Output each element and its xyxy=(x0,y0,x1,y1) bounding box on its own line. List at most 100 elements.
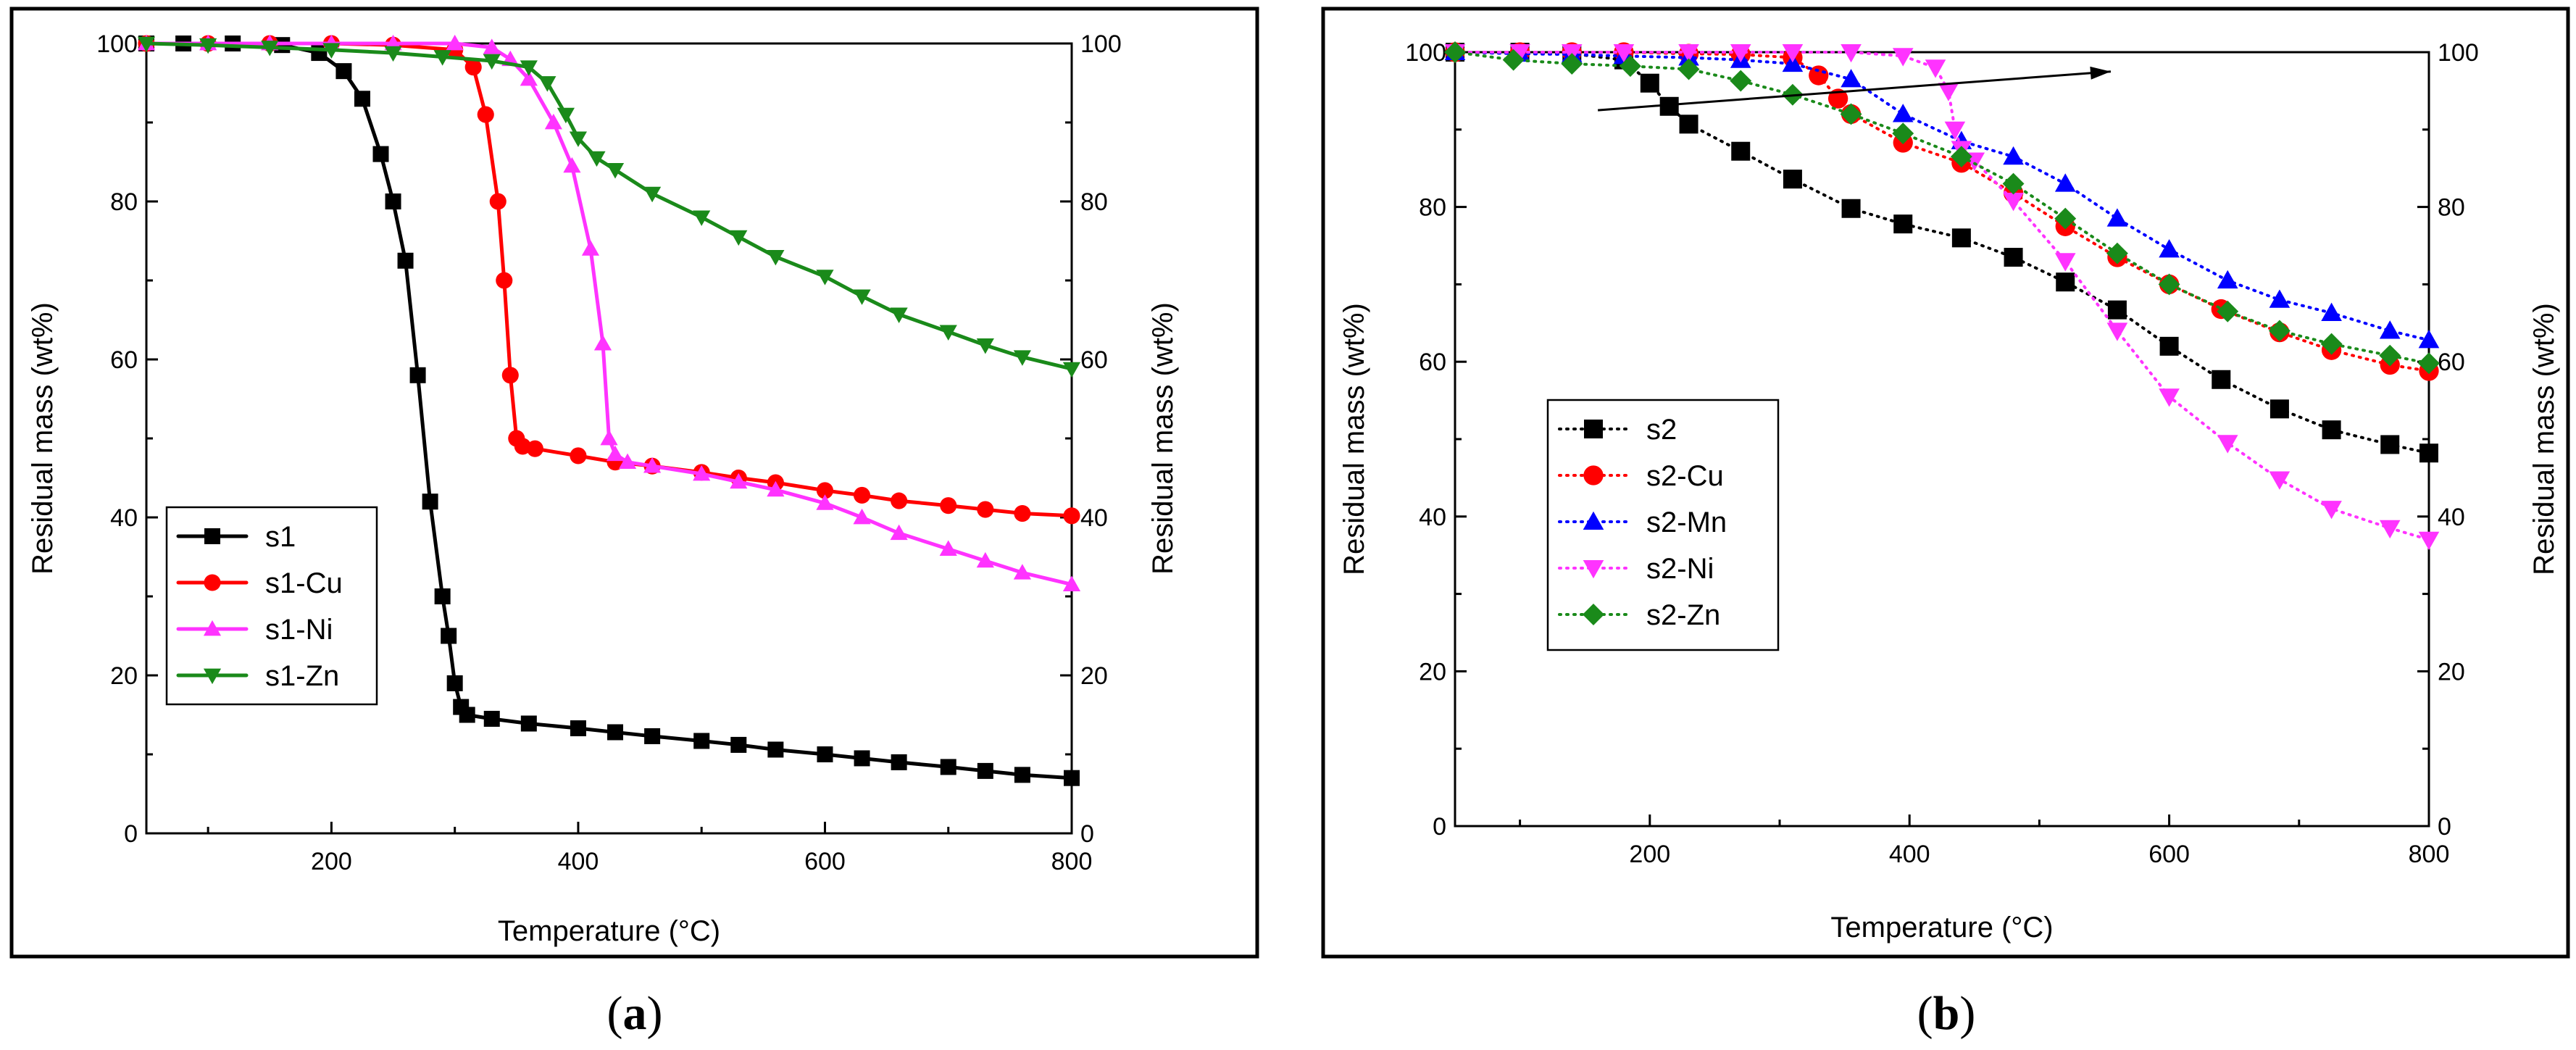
data-point xyxy=(1014,505,1031,522)
data-point xyxy=(2004,248,2023,267)
data-point xyxy=(335,63,352,80)
legend-label: s2-Ni xyxy=(1646,553,1714,585)
x-tick-label: 400 xyxy=(558,848,599,875)
data-point xyxy=(1840,103,1862,125)
data-point xyxy=(853,289,871,305)
data-point xyxy=(853,486,871,504)
data-point xyxy=(607,724,624,741)
legend: s1 s1-Cu s1-Ni s1-Zn xyxy=(165,506,378,706)
data-point xyxy=(643,457,662,473)
data-point xyxy=(1782,43,1804,63)
series-s1-Zn xyxy=(137,36,1081,378)
data-point xyxy=(2159,336,2179,356)
x-tick-label: 200 xyxy=(1629,841,1670,868)
data-point xyxy=(199,38,217,54)
y-tick-label-right: 0 xyxy=(1080,820,1094,848)
data-point xyxy=(563,157,581,173)
data-point xyxy=(2269,399,2289,419)
data-point xyxy=(261,41,279,57)
data-point xyxy=(483,710,500,727)
data-point xyxy=(397,252,414,269)
data-point xyxy=(1730,70,1752,92)
legend-item-s1: s1 xyxy=(176,521,296,553)
data-point xyxy=(1502,49,1525,71)
data-point xyxy=(593,335,612,351)
x-tick-label: 400 xyxy=(1889,841,1930,868)
arrow-head xyxy=(2090,66,2111,80)
data-point xyxy=(2107,300,2127,320)
data-point xyxy=(2217,300,2239,322)
x-tick-label: 200 xyxy=(311,848,352,875)
data-point xyxy=(730,472,748,489)
series-line xyxy=(1454,51,2430,455)
data-point xyxy=(489,193,507,210)
y-tick-label-right: 40 xyxy=(1080,504,1108,532)
data-point xyxy=(644,728,661,744)
y-tick-label-left: 80 xyxy=(1419,194,1446,222)
data-point xyxy=(2321,501,2342,520)
y-tick-label-left: 40 xyxy=(1419,504,1446,531)
y-tick-label-left: 20 xyxy=(1419,658,1446,686)
legend-item-s2-Mn: s2-Mn xyxy=(1558,507,1727,538)
data-point xyxy=(1679,114,1698,134)
data-point xyxy=(570,720,586,737)
data-point xyxy=(557,107,575,124)
data-point xyxy=(1062,575,1081,591)
data-point xyxy=(853,508,871,525)
y-tick-label-right: 20 xyxy=(2438,658,2465,686)
x-tick-label: 800 xyxy=(1051,848,1093,875)
y-tick-label-left: 60 xyxy=(1419,349,1446,376)
data-point xyxy=(2269,471,2291,490)
data-point xyxy=(2054,207,2077,230)
data-point xyxy=(2379,320,2401,339)
legend-label: s1-Cu xyxy=(265,567,343,599)
data-point xyxy=(1892,104,1914,122)
data-point xyxy=(2106,322,2128,341)
data-point xyxy=(940,497,957,514)
data-point xyxy=(891,754,907,770)
legend-label: s2-Cu xyxy=(1646,460,1724,492)
data-point xyxy=(441,628,457,644)
data-point xyxy=(1509,43,1530,63)
legend-box xyxy=(165,506,378,706)
data-point xyxy=(459,707,475,723)
data-point xyxy=(1678,43,1699,63)
data-point xyxy=(1950,146,1972,168)
series-s1-Cu xyxy=(138,35,1080,525)
legend-marker xyxy=(1583,511,1604,530)
data-point xyxy=(1613,43,1635,63)
x-tick-label: 800 xyxy=(2409,841,2450,868)
data-point xyxy=(1938,83,1959,101)
annotation-arrow xyxy=(1598,66,2112,112)
data-point xyxy=(2054,253,2076,272)
x-axis-label: Temperature (°C) xyxy=(1830,912,2053,943)
data-point xyxy=(581,240,600,256)
data-point xyxy=(2217,435,2238,454)
data-point xyxy=(1783,170,1802,189)
y-tick-label-right: 40 xyxy=(2438,504,2465,531)
data-point xyxy=(483,38,501,54)
data-point xyxy=(2322,420,2341,440)
data-point xyxy=(606,445,625,462)
data-point xyxy=(1014,767,1030,783)
data-point xyxy=(446,675,463,691)
legend-label: s1-Ni xyxy=(265,614,333,646)
legend: s2 s2-Cu s2-Mn s2-Ni s2-Zn xyxy=(1546,399,1780,651)
data-point xyxy=(2159,388,2180,407)
data-point xyxy=(2212,370,2231,389)
data-point xyxy=(2419,443,2438,463)
data-point xyxy=(767,480,785,497)
data-point xyxy=(1619,55,1641,78)
data-point xyxy=(1063,507,1080,525)
data-point xyxy=(2380,435,2400,454)
panel-a-frame xyxy=(9,7,1259,959)
data-point xyxy=(606,163,625,179)
data-point xyxy=(544,113,562,130)
data-point xyxy=(1893,214,1913,234)
data-point xyxy=(2003,193,2024,212)
data-point xyxy=(2002,172,2025,195)
data-point xyxy=(1951,228,1971,248)
data-point xyxy=(2158,273,2180,296)
